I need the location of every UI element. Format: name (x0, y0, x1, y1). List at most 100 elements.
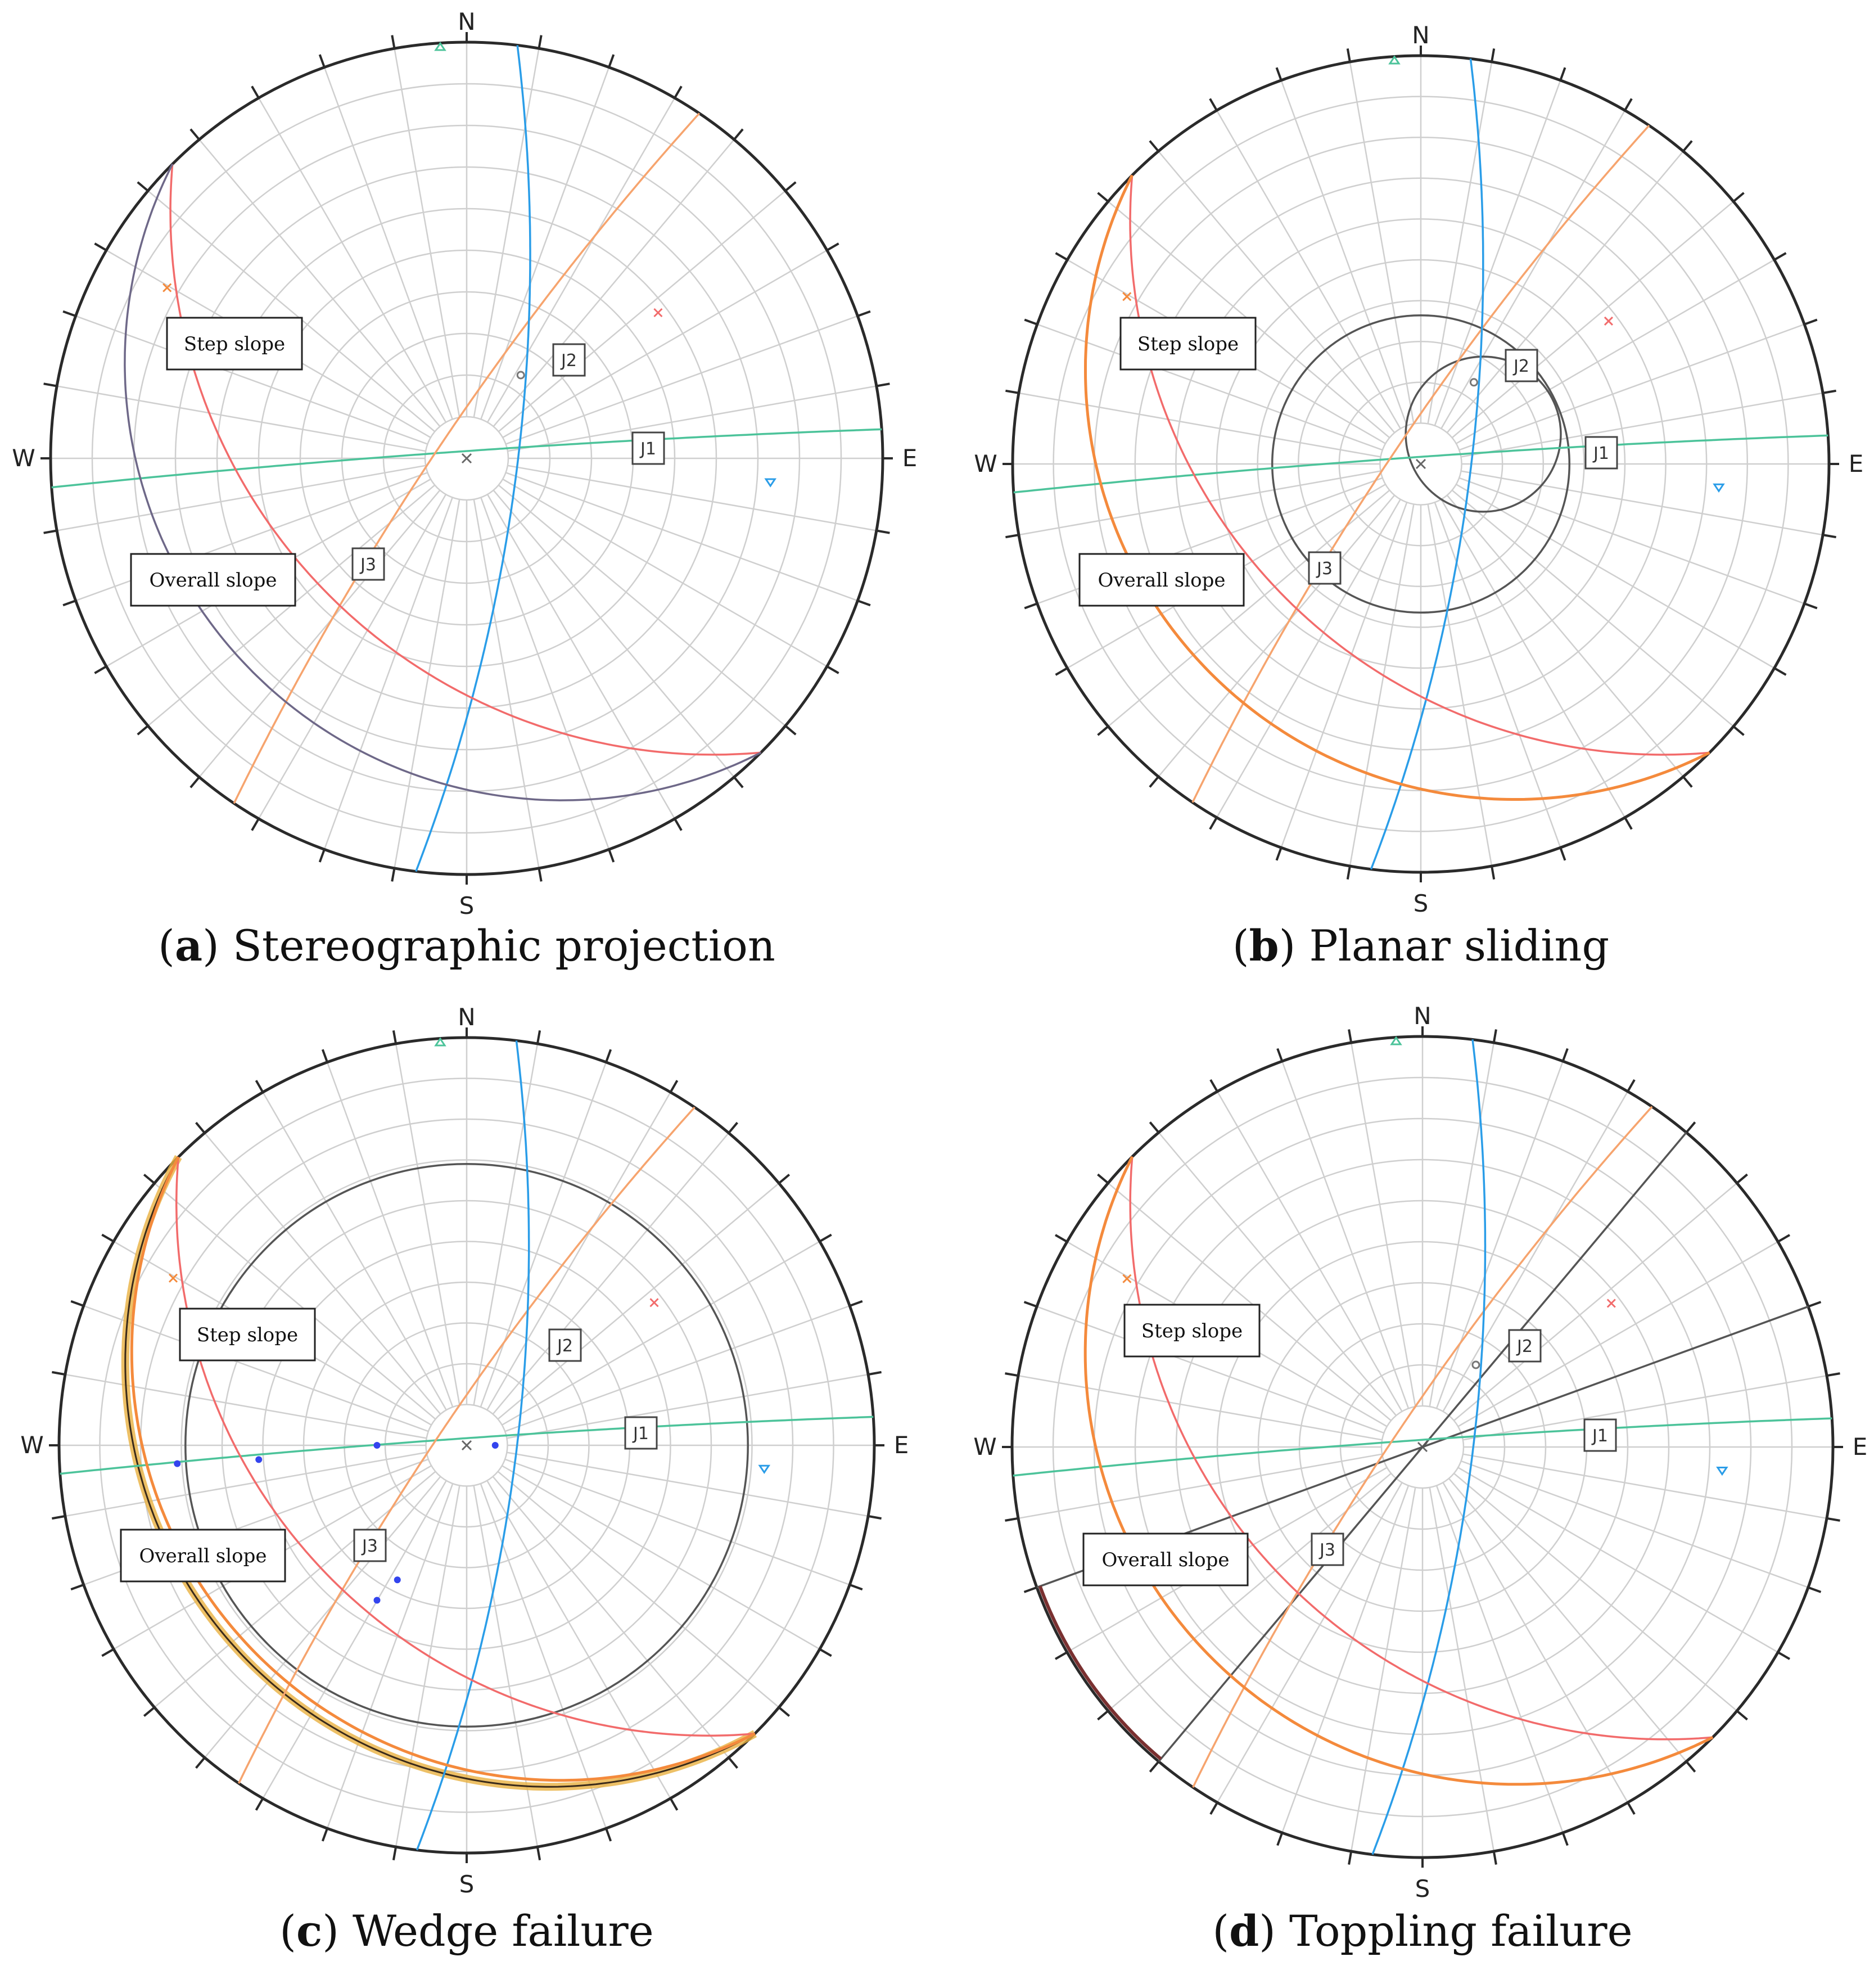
azimuth-tick (189, 128, 200, 141)
grid-radial (326, 1483, 454, 1829)
overall-slope-label-text: Overall slope (150, 569, 277, 592)
grid-radial (493, 489, 735, 778)
pole-marker (1469, 378, 1478, 387)
j3-plane (1371, 1039, 1487, 1855)
azimuth-tick (674, 85, 683, 99)
azimuth-tick (321, 1828, 328, 1842)
j3-label: J3 (353, 1529, 387, 1562)
azimuth-tick (669, 1080, 679, 1093)
grid-radial (1441, 499, 1626, 818)
j2-plane (233, 112, 701, 804)
j1-label: J1 (624, 1416, 658, 1450)
azimuth-tick (1023, 1586, 1037, 1593)
pole-marker (1122, 292, 1132, 301)
grid-radial (1456, 484, 1775, 669)
grid-radial (1281, 1485, 1410, 1833)
azimuth-tick (70, 1584, 84, 1591)
grid-radial (204, 1476, 441, 1759)
grid-radial (1457, 1467, 1778, 1653)
azimuth-tick (137, 725, 149, 736)
azimuth-tick (251, 818, 260, 831)
panel-toppling-failure: N E S W J1 J2 J3 Step slope Overall slope (d) Top… (973, 1002, 1867, 1956)
grid-radial (473, 48, 540, 418)
grid-radial (326, 1062, 454, 1408)
poles (1122, 55, 1725, 493)
grid-radial (486, 97, 676, 423)
grid-radial (1442, 1482, 1629, 1803)
grid-radial (1429, 1487, 1495, 1852)
azimuth-tick (1024, 318, 1038, 326)
grid-radial (1018, 470, 1381, 536)
azimuth-tick (1149, 1121, 1160, 1134)
south-label: S (1414, 890, 1429, 917)
j3-label-text: J3 (361, 1536, 378, 1556)
grid-radial (497, 1471, 780, 1708)
azimuth-tick (62, 310, 76, 317)
azimuth-tick (868, 1514, 882, 1520)
grid-radial (1280, 502, 1408, 848)
azimuth-tick (819, 1233, 832, 1243)
j1-label-text: J1 (632, 1424, 649, 1444)
azimuth-tick (1682, 140, 1693, 152)
j1-label-text: J1 (1592, 444, 1609, 463)
pole-marker (162, 283, 172, 292)
grid-radial (1442, 1091, 1629, 1412)
grid-radial (1462, 1453, 1827, 1520)
grid-radial (56, 385, 426, 452)
j3-label-text: J3 (1316, 559, 1333, 579)
azimuth-tick (195, 1121, 206, 1134)
stereonet-grid (1013, 56, 1829, 872)
poles (168, 1037, 771, 1474)
azimuth-tick (876, 382, 890, 387)
grid-radial (1458, 323, 1805, 451)
intersection-point (373, 1442, 381, 1449)
step-slope-label-text: Step slope (1137, 333, 1239, 355)
grid-radial (473, 499, 540, 869)
grid-radial (480, 1483, 607, 1829)
grid-radial (504, 1458, 850, 1586)
azimuth-tick (1624, 98, 1633, 111)
j3-plane (415, 45, 531, 872)
grid-radial (502, 478, 828, 668)
grid-radial (1429, 1042, 1495, 1407)
grid-radial (1281, 1061, 1410, 1409)
panel-letter: d (1229, 1906, 1259, 1956)
azimuth-tick (733, 128, 744, 141)
grid-radial (1216, 110, 1401, 429)
azimuth-tick (1559, 847, 1566, 861)
grid-radial (502, 1465, 820, 1650)
azimuth-tick (1149, 1760, 1160, 1773)
intersection-point (174, 1460, 181, 1467)
grid-radial (147, 190, 436, 432)
azimuth-tick (1559, 67, 1566, 81)
azimuth-tick (1732, 725, 1745, 736)
poles (162, 42, 777, 488)
grid-radial (497, 1183, 780, 1420)
grid-radial (262, 1480, 447, 1799)
grid-radial (1435, 1061, 1564, 1409)
grid-radial (1458, 477, 1805, 605)
azimuth-tick (1346, 48, 1351, 62)
stereonet-grid (59, 1038, 874, 1853)
panel-letter: a (175, 921, 202, 971)
grid-radial (153, 1183, 436, 1420)
azimuth-tick (1097, 1710, 1109, 1721)
overall-slope-label: Overall slope (1078, 553, 1245, 607)
azimuth-tick (189, 776, 200, 788)
grid-radial (56, 465, 426, 531)
j1-plane (60, 1416, 874, 1475)
azimuth-tick (321, 1049, 328, 1063)
panel-caption: (d) Toppling failure (1212, 1906, 1632, 1956)
azimuth-tick (1055, 252, 1068, 261)
azimuth-tick (1005, 1517, 1019, 1522)
east-label: E (1853, 1433, 1868, 1460)
grid-radial (1451, 201, 1734, 439)
azimuth-tick (1822, 534, 1836, 539)
azimuth-tick (857, 310, 871, 317)
azimuth-tick (392, 1030, 398, 1044)
azimuth-tick (1275, 847, 1283, 861)
north-label: N (458, 1003, 475, 1031)
azimuth-tick (62, 599, 76, 607)
azimuth-tick (1348, 1029, 1353, 1043)
azimuth-tick (849, 1584, 863, 1591)
